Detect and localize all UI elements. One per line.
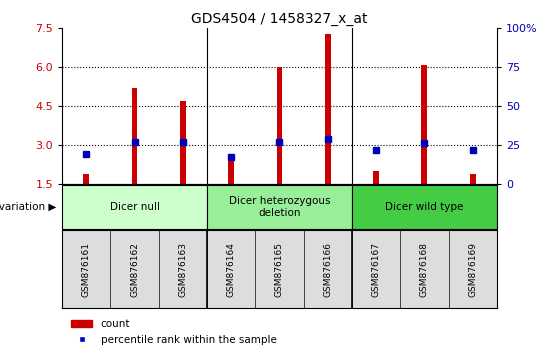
Text: GSM876163: GSM876163 — [178, 242, 187, 297]
Bar — [228, 155, 234, 184]
Text: GSM876161: GSM876161 — [82, 242, 91, 297]
Text: Dicer wild type: Dicer wild type — [385, 202, 463, 212]
Bar — [325, 34, 330, 184]
Text: GSM876166: GSM876166 — [323, 242, 332, 297]
FancyBboxPatch shape — [62, 185, 207, 229]
Text: GSM876168: GSM876168 — [420, 242, 429, 297]
Text: GSM876162: GSM876162 — [130, 242, 139, 297]
Legend: count, percentile rank within the sample: count, percentile rank within the sample — [68, 315, 281, 349]
Bar — [180, 101, 186, 184]
Text: GSM876169: GSM876169 — [468, 242, 477, 297]
Bar — [276, 67, 282, 184]
Text: GSM876167: GSM876167 — [372, 242, 381, 297]
Bar — [373, 171, 379, 184]
Text: GSM876164: GSM876164 — [227, 242, 235, 297]
FancyBboxPatch shape — [207, 185, 352, 229]
Bar — [83, 174, 89, 184]
Text: Dicer heterozygous
deletion: Dicer heterozygous deletion — [229, 196, 330, 218]
Text: genotype/variation ▶: genotype/variation ▶ — [0, 202, 57, 212]
Text: GSM876165: GSM876165 — [275, 242, 284, 297]
FancyBboxPatch shape — [352, 185, 497, 229]
Text: Dicer null: Dicer null — [110, 202, 159, 212]
Bar — [132, 88, 138, 184]
Bar — [470, 174, 476, 184]
Bar — [421, 65, 427, 184]
Title: GDS4504 / 1458327_x_at: GDS4504 / 1458327_x_at — [191, 12, 368, 26]
